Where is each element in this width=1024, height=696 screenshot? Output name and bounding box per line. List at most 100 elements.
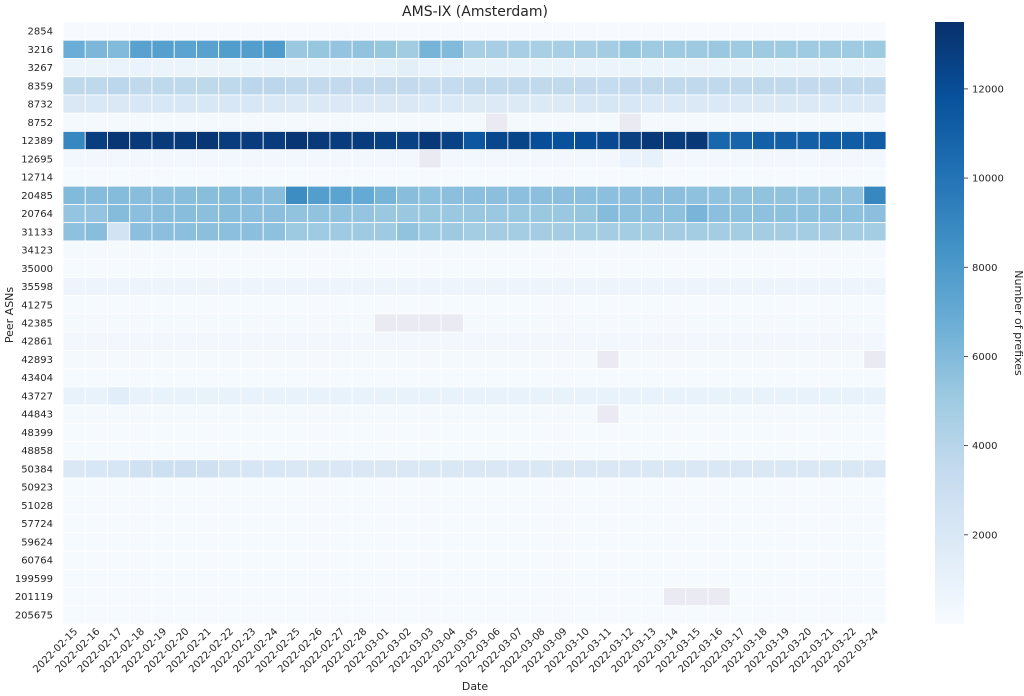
heatmap-cell (351, 94, 375, 114)
heatmap-cell (774, 404, 798, 424)
heatmap-cell (329, 222, 353, 242)
heatmap-cell (729, 532, 753, 552)
heatmap-cell (507, 441, 531, 461)
heatmap-cell (707, 94, 731, 114)
heatmap-cell (752, 94, 776, 114)
heatmap-cell (374, 167, 398, 187)
heatmap-cell (663, 404, 687, 424)
heatmap-cell (240, 76, 264, 96)
heatmap-cell (640, 313, 664, 333)
heatmap-cell (240, 185, 264, 205)
heatmap-cell (752, 550, 776, 570)
heatmap-cell (818, 404, 842, 424)
heatmap-cell (752, 295, 776, 315)
heatmap-cell (663, 149, 687, 169)
heatmap-cell (351, 295, 375, 315)
heatmap-cell (841, 459, 865, 479)
heatmap-cell (529, 131, 553, 151)
heatmap-cell (663, 167, 687, 187)
heatmap-cell (440, 495, 464, 515)
heatmap-cell (196, 495, 220, 515)
y-tick-label: 50923 (21, 483, 53, 494)
heatmap-cell (841, 222, 865, 242)
heatmap-cell (62, 313, 86, 333)
heatmap-cell (173, 368, 197, 388)
heatmap-cell (218, 295, 242, 315)
heatmap-cell (262, 167, 286, 187)
heatmap-cell (440, 331, 464, 351)
heatmap-cell (841, 368, 865, 388)
heatmap-cell (285, 550, 309, 570)
heatmap-cell (685, 587, 709, 607)
heatmap-cell (62, 331, 86, 351)
heatmap-cell (796, 495, 820, 515)
heatmap-cell (774, 349, 798, 369)
heatmap-cell (440, 568, 464, 588)
heatmap-cell (618, 532, 642, 552)
heatmap-cell (663, 204, 687, 224)
heatmap-cell (818, 550, 842, 570)
heatmap-cell (307, 587, 331, 607)
heatmap-cell (796, 258, 820, 278)
heatmap-cell (285, 112, 309, 132)
heatmap-cell (752, 441, 776, 461)
heatmap-cell (240, 258, 264, 278)
heatmap-cell (529, 94, 553, 114)
colorbar-ticks: 2000 4000 6000 8000 10000 12000 (964, 84, 1004, 541)
heatmap-cell (818, 532, 842, 552)
heatmap-cell (529, 276, 553, 297)
heatmap-cell (551, 149, 575, 169)
heatmap-cell (752, 131, 776, 151)
heatmap-cell (173, 149, 197, 169)
heatmap-cell (774, 368, 798, 388)
heatmap-cell (418, 222, 442, 242)
heatmap-cell (329, 276, 353, 297)
heatmap-cell (129, 514, 153, 534)
heatmap-cell (173, 21, 197, 41)
heatmap-cell (262, 204, 286, 224)
heatmap-cell (285, 58, 309, 78)
heatmap-cell (574, 204, 598, 224)
heatmap-cell (841, 313, 865, 333)
heatmap-cell (485, 514, 509, 534)
heatmap-cell (863, 39, 887, 59)
heatmap-cell (640, 276, 664, 297)
heatmap-cell (374, 441, 398, 461)
heatmap-cell (841, 477, 865, 497)
heatmap-cell (462, 94, 487, 114)
heatmap-cell (329, 459, 353, 479)
heatmap-cell (418, 94, 442, 114)
heatmap-cell (151, 167, 175, 187)
heatmap-cell (151, 459, 175, 479)
heatmap-cell (596, 94, 620, 114)
heatmap-cell (574, 495, 598, 515)
heatmap-cell (107, 459, 131, 479)
heatmap-cell (640, 532, 664, 552)
heatmap-cell (574, 477, 598, 497)
heatmap-cell (218, 514, 242, 534)
heatmap-cell (374, 21, 398, 41)
heatmap-cell (62, 58, 86, 78)
heatmap-cell (462, 204, 487, 224)
heatmap-cell (173, 404, 197, 424)
heatmap-cell (440, 605, 464, 625)
heatmap-cell (841, 532, 865, 552)
heatmap-cell (707, 185, 731, 205)
heatmap-cell (462, 149, 487, 169)
heatmap-cell (596, 368, 620, 388)
heatmap-cell (551, 276, 575, 297)
heatmap-cell (262, 532, 286, 552)
heatmap-cell (374, 240, 398, 260)
heatmap-cell (84, 368, 108, 388)
heatmap-cell (618, 587, 642, 607)
heatmap-cell (551, 258, 575, 278)
heatmap-cell (574, 587, 598, 607)
heatmap-cell (440, 58, 464, 78)
heatmap-cell (774, 185, 798, 205)
heatmap-cell (62, 112, 86, 132)
heatmap-cell (574, 313, 598, 333)
heatmap-cell (129, 276, 153, 297)
y-tick-label: 50384 (21, 464, 53, 475)
heatmap-cell (129, 313, 153, 333)
heatmap-cell (529, 550, 553, 570)
